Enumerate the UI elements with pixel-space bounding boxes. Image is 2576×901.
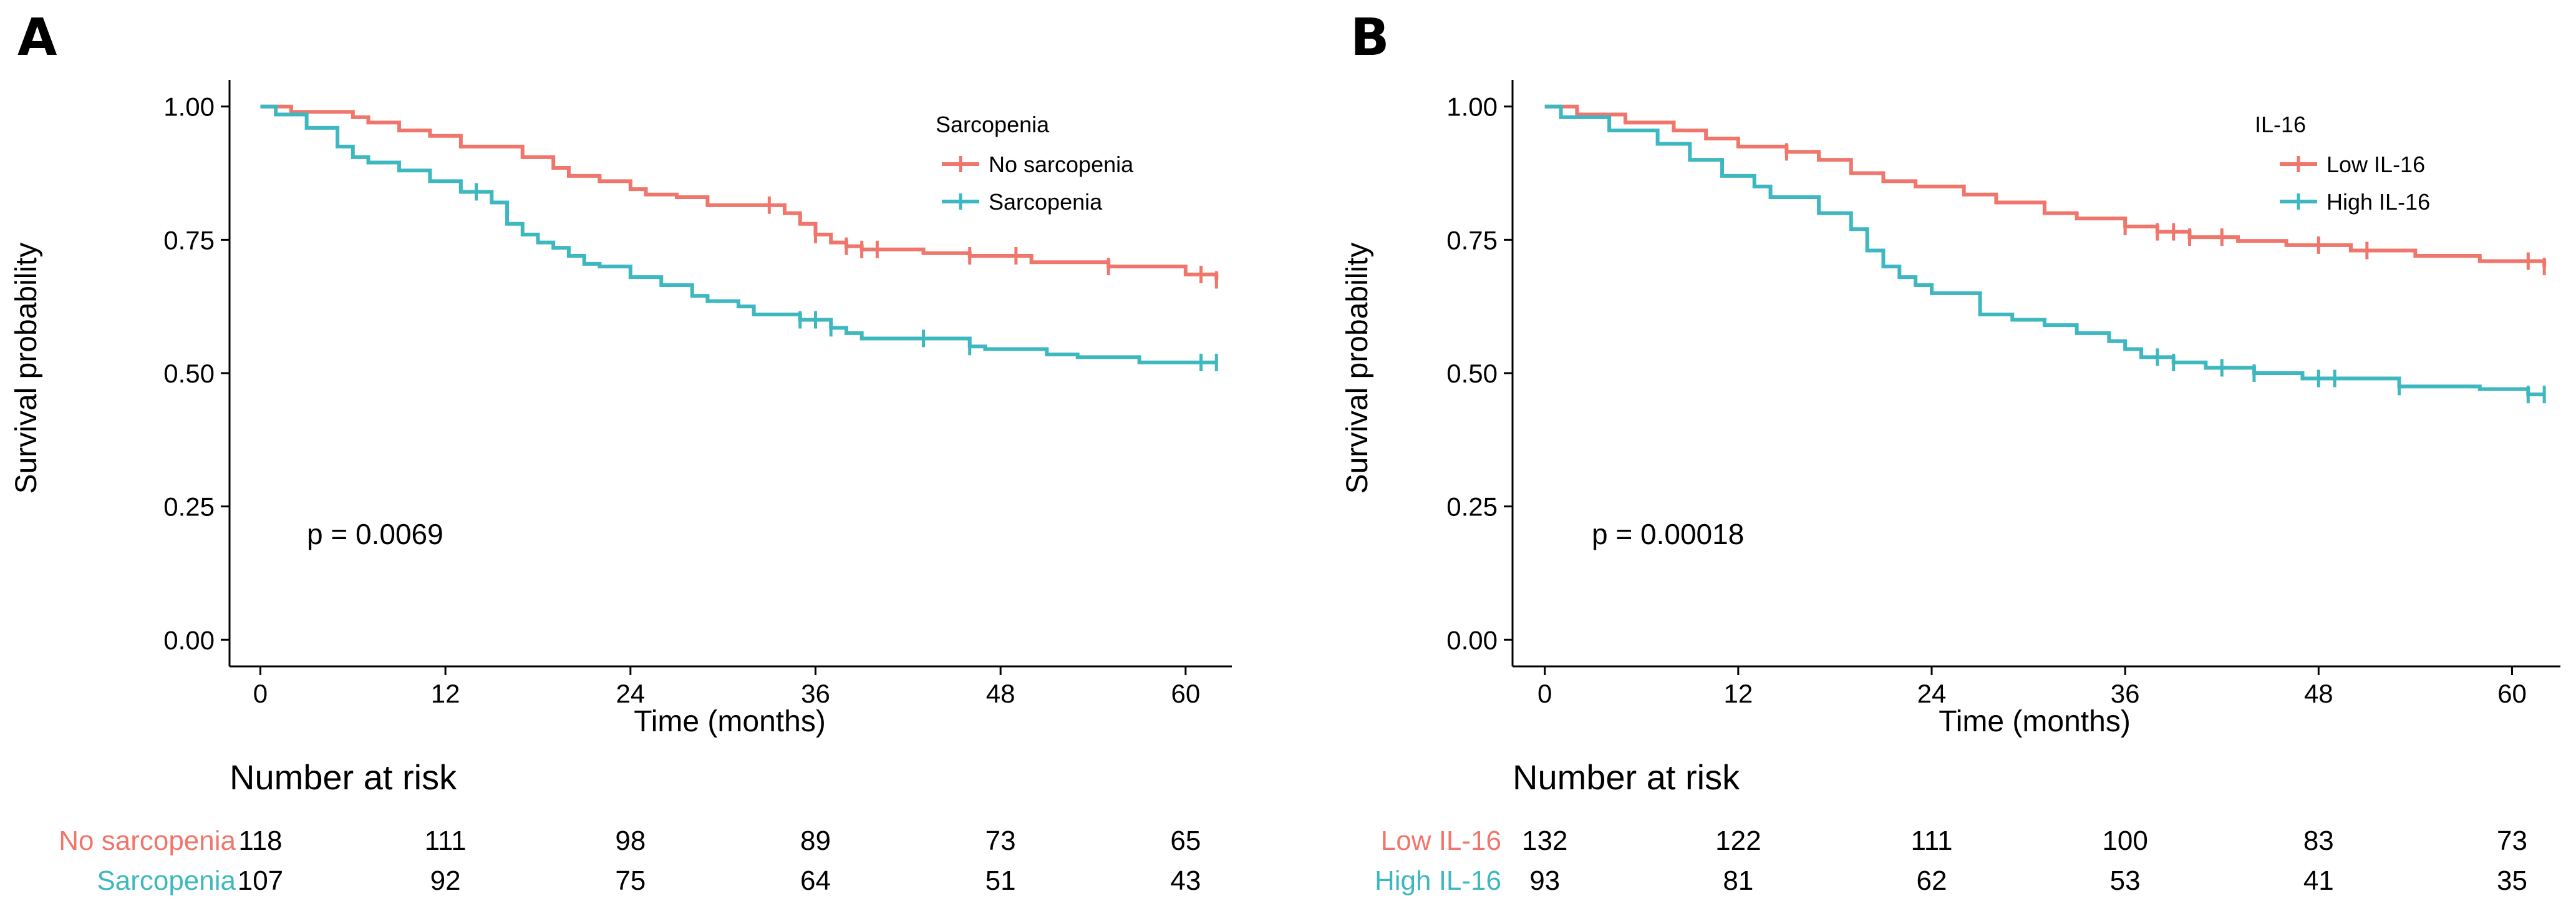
panel-b-risk-value-high-il-16: 62	[1917, 865, 1947, 896]
panel-a-letter: A	[17, 8, 57, 67]
panel-b-y-tick-label: 0.50	[1446, 359, 1498, 388]
panel-b-risk-value-high-il-16: 93	[1529, 865, 1560, 896]
panel-a-y-axis-title: Survival probability	[10, 243, 43, 494]
panel-a-risk-value-sarcopenia: 92	[430, 865, 461, 896]
panel-b-risk-value-high-il-16: 81	[1723, 865, 1753, 896]
panel-b-risk-value-low-il-16: 122	[1715, 826, 1761, 856]
panel-b-curve-low-il-16	[1544, 104, 2547, 267]
panel-a-legend-item-1: No sarcopenia	[942, 152, 1134, 177]
panel-a-y-tick-label: 0.75	[163, 225, 215, 255]
panel-a-x-tick-label: 36	[801, 679, 830, 708]
panel-b-legend-item-2: High IL-16	[2280, 189, 2430, 215]
legend-label-high-il16: High IL-16	[2327, 189, 2430, 215]
panel-b-risk-label-low-il16: Low IL-16	[1381, 826, 1501, 856]
panel-b-y-tick-label: 0.75	[1446, 225, 1498, 255]
panel-a-x-tick-label: 12	[431, 679, 460, 708]
panel-b-risk-value-high-il-16: 53	[2110, 865, 2141, 896]
panel-a-risk-value-no-sarcopenia: 89	[800, 826, 831, 856]
panel-b-risk-table-title: Number at risk	[1513, 757, 1740, 797]
legend-label-sarcopenia: Sarcopenia	[989, 189, 1103, 215]
panel-b-risk-value-low-il-16: 73	[2497, 826, 2527, 856]
panel-a-risk-label-sarcopenia: Sarcopenia	[97, 865, 236, 896]
panel-a-p-value: p = 0.0069	[307, 518, 443, 550]
panel-b-x-tick-label: 24	[1917, 679, 1947, 708]
panel-a-legend-title: Sarcopenia	[936, 112, 1050, 137]
panel-b-y-tick-label: 0.00	[1446, 625, 1498, 655]
panel-b-letter: B	[1350, 8, 1390, 67]
panel-a-y-tick-label: 1.00	[163, 92, 215, 122]
panel-b-risk-value-low-il-16: 132	[1522, 826, 1567, 856]
panel-b-risk-value-low-il-16: 111	[1911, 826, 1953, 856]
panel-b-risk-value-high-il-16: 41	[2303, 865, 2334, 896]
panel-a-risk-value-no-sarcopenia: 111	[425, 826, 467, 856]
panel-b-risk-value-low-il-16: 100	[2102, 826, 2147, 856]
panel-a-x-axis-title: Time (months)	[634, 705, 826, 738]
panel-a-risk-value-no-sarcopenia: 65	[1170, 826, 1201, 856]
panel-a-risk-label-no-sarcopenia: No sarcopenia	[59, 826, 236, 856]
panel-a-risk-value-no-sarcopenia: 118	[238, 826, 282, 856]
panel-a-legend-item-2: Sarcopenia	[942, 189, 1103, 215]
panel-a-x-tick-label: 24	[616, 679, 645, 708]
panel-a-risk-table-title: Number at risk	[230, 757, 457, 797]
panel-a-risk-value-no-sarcopenia: 98	[615, 826, 646, 856]
panel-a-y-tick-label: 0.50	[163, 359, 215, 388]
panel-a-risk-value-sarcopenia: 107	[238, 865, 283, 896]
panel-b-risk-value-low-il-16: 83	[2303, 826, 2334, 856]
panel-b-y-tick-label: 0.25	[1446, 492, 1498, 522]
panel-b-x-tick-label: 60	[2497, 679, 2527, 708]
panel-b: B Survival probability Time (months) IL-…	[1341, 8, 2560, 896]
panel-b-y-tick-label: 1.00	[1446, 92, 1498, 122]
panel-b-x-tick-label: 0	[1537, 679, 1552, 708]
panel-b-legend-item-1: Low IL-16	[2280, 152, 2425, 177]
panel-b-risk-label-high-il16: High IL-16	[1375, 865, 1501, 896]
legend-label-low-il16: Low IL-16	[2327, 152, 2425, 177]
panel-b-legend-title: IL-16	[2255, 112, 2306, 137]
panel-a-curve-sarcopenia	[260, 104, 1217, 364]
panel-a-y-tick-label: 0.00	[163, 625, 215, 655]
panel-a-x-tick-label: 0	[253, 679, 268, 708]
panel-b-x-tick-label: 48	[2304, 679, 2333, 708]
panel-b-y-axis-title: Survival probability	[1341, 243, 1374, 494]
panel-a-y-tick-label: 0.25	[163, 492, 215, 522]
panel-a-x-tick-label: 48	[986, 679, 1015, 708]
panel-b-x-axis-title: Time (months)	[1939, 705, 2131, 738]
panel-a-risk-value-sarcopenia: 64	[800, 865, 831, 896]
panel-a-risk-value-sarcopenia: 75	[615, 865, 646, 896]
legend-label-no-sarcopenia: No sarcopenia	[989, 152, 1134, 177]
panel-b-x-tick-label: 36	[2111, 679, 2140, 708]
panel-b-p-value: p = 0.00018	[1592, 518, 1744, 550]
panel-a-x-tick-label: 60	[1171, 679, 1200, 708]
panel-a-risk-value-no-sarcopenia: 73	[985, 826, 1016, 856]
panel-a-risk-value-sarcopenia: 51	[985, 865, 1016, 896]
panel-a: A Survival probability Time (months) Sar…	[10, 8, 1232, 896]
panel-b-x-tick-label: 12	[1723, 679, 1753, 708]
panel-a-risk-value-sarcopenia: 43	[1170, 865, 1201, 896]
panel-b-risk-value-high-il-16: 35	[2497, 865, 2527, 896]
